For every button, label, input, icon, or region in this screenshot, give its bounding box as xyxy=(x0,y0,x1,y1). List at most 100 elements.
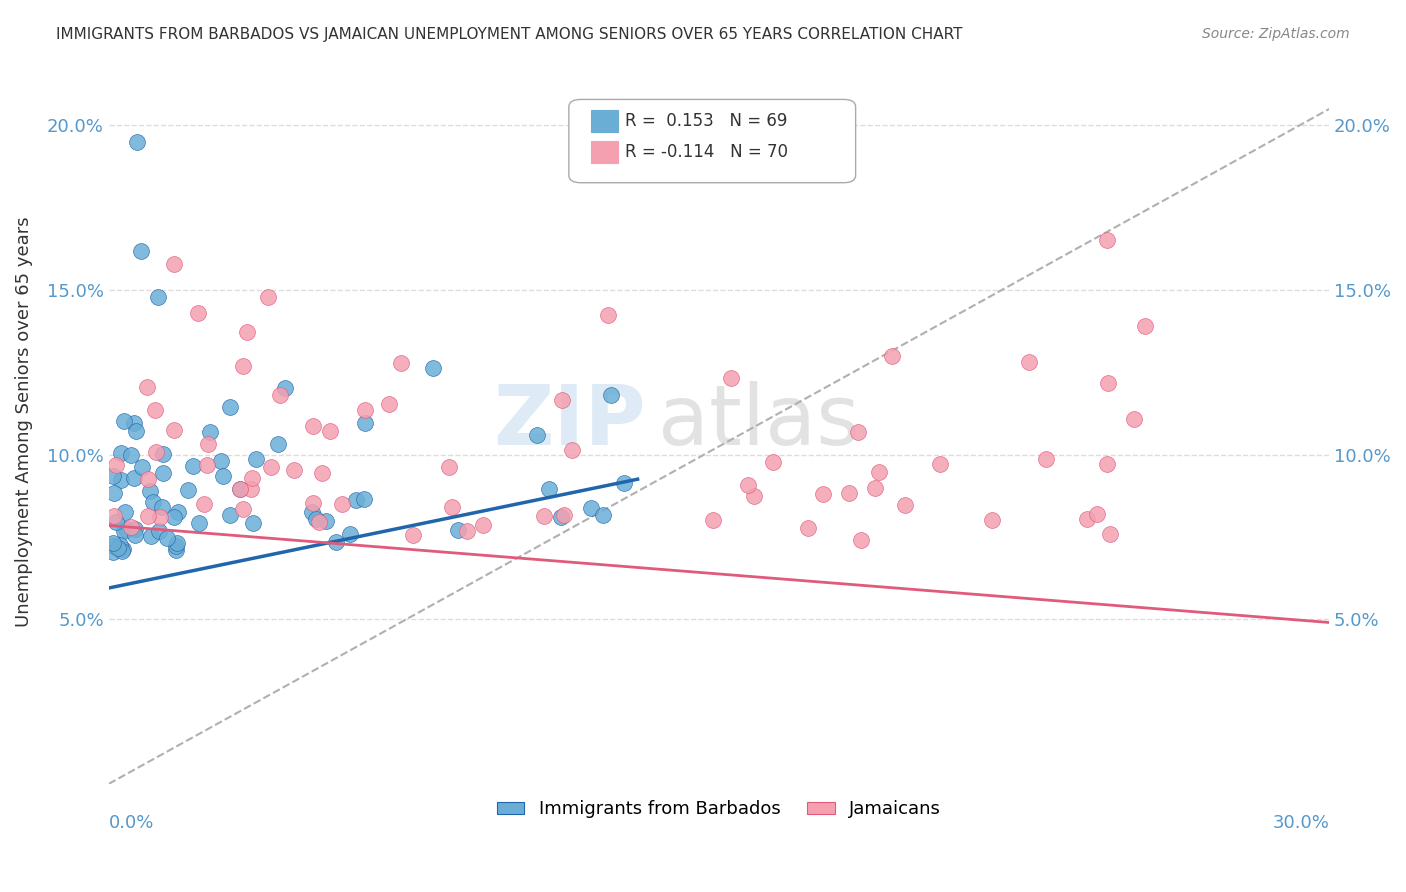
Point xyxy=(146,290,169,304)
Point xyxy=(165,539,187,553)
Point xyxy=(1098,527,1121,541)
Point xyxy=(177,483,200,497)
Point xyxy=(218,400,240,414)
Point xyxy=(232,359,254,373)
Point xyxy=(122,471,145,485)
Point xyxy=(305,512,328,526)
Point xyxy=(330,497,353,511)
Point xyxy=(1035,451,1057,466)
Point xyxy=(928,457,950,471)
Point xyxy=(1095,457,1118,471)
Point xyxy=(165,542,187,557)
Point xyxy=(193,498,215,512)
Point xyxy=(325,535,347,549)
Point xyxy=(139,484,162,499)
Text: R = -0.114   N = 70: R = -0.114 N = 70 xyxy=(626,144,787,161)
Bar xyxy=(591,142,617,163)
Point xyxy=(197,437,219,451)
Point xyxy=(242,516,264,531)
Point xyxy=(1122,411,1144,425)
Point xyxy=(105,458,128,472)
Point xyxy=(422,361,444,376)
Point xyxy=(301,505,323,519)
Point xyxy=(613,475,636,490)
Point xyxy=(120,448,142,462)
Point xyxy=(105,515,128,529)
Point xyxy=(114,505,136,519)
Point xyxy=(762,455,785,469)
Point xyxy=(533,509,555,524)
Legend: Immigrants from Barbados, Jamaicans: Immigrants from Barbados, Jamaicans xyxy=(489,793,948,825)
Point xyxy=(212,469,235,483)
Point xyxy=(551,393,574,408)
Point xyxy=(232,502,254,516)
Point xyxy=(592,508,614,522)
Point xyxy=(120,520,142,534)
Point xyxy=(538,482,561,496)
Point xyxy=(377,397,399,411)
Bar xyxy=(591,111,617,132)
Point xyxy=(737,477,759,491)
Point xyxy=(124,528,146,542)
Point xyxy=(101,536,124,550)
Point xyxy=(101,539,124,553)
Point xyxy=(136,508,159,523)
Point xyxy=(124,522,146,536)
Point xyxy=(319,424,342,438)
Point xyxy=(152,447,174,461)
Point xyxy=(339,527,361,541)
Point xyxy=(1097,376,1119,390)
Text: atlas: atlas xyxy=(658,381,859,462)
Point xyxy=(315,514,337,528)
Point xyxy=(129,244,152,258)
Point xyxy=(143,402,166,417)
Point xyxy=(229,482,252,496)
Point xyxy=(136,380,159,394)
Text: Source: ZipAtlas.com: Source: ZipAtlas.com xyxy=(1202,27,1350,41)
Point xyxy=(882,349,904,363)
Point xyxy=(103,508,125,523)
Text: 0.0%: 0.0% xyxy=(108,814,155,832)
Point xyxy=(101,544,124,558)
Point xyxy=(163,423,186,437)
Point xyxy=(142,495,165,509)
Point xyxy=(122,416,145,430)
Point xyxy=(195,458,218,472)
Point xyxy=(101,468,124,483)
Point xyxy=(245,452,267,467)
Point xyxy=(240,482,263,496)
FancyBboxPatch shape xyxy=(569,99,856,183)
Point xyxy=(112,413,135,427)
Point xyxy=(599,388,621,402)
Point xyxy=(269,388,291,402)
Point xyxy=(344,492,367,507)
Point xyxy=(236,326,259,340)
Point xyxy=(868,466,890,480)
Point xyxy=(187,516,209,530)
Point xyxy=(863,481,886,495)
Point xyxy=(111,544,134,558)
Point xyxy=(471,518,494,533)
Point xyxy=(228,483,250,497)
Point xyxy=(440,500,463,514)
Point xyxy=(163,257,186,271)
Point xyxy=(256,290,278,304)
Point xyxy=(150,500,173,514)
Point xyxy=(149,510,172,524)
Point xyxy=(1018,355,1040,369)
Point xyxy=(200,425,222,439)
Point xyxy=(354,403,377,417)
Point xyxy=(127,135,149,149)
Point xyxy=(240,471,263,485)
Point xyxy=(156,532,179,546)
Point xyxy=(720,371,742,385)
Point xyxy=(811,487,834,501)
Point xyxy=(163,510,186,524)
Point xyxy=(981,513,1004,527)
Y-axis label: Unemployment Among Seniors over 65 years: Unemployment Among Seniors over 65 years xyxy=(15,217,32,627)
Text: R =  0.153   N = 69: R = 0.153 N = 69 xyxy=(626,112,787,130)
Point xyxy=(302,496,325,510)
Point xyxy=(796,521,818,535)
Point xyxy=(1085,508,1108,522)
Point xyxy=(112,524,135,538)
